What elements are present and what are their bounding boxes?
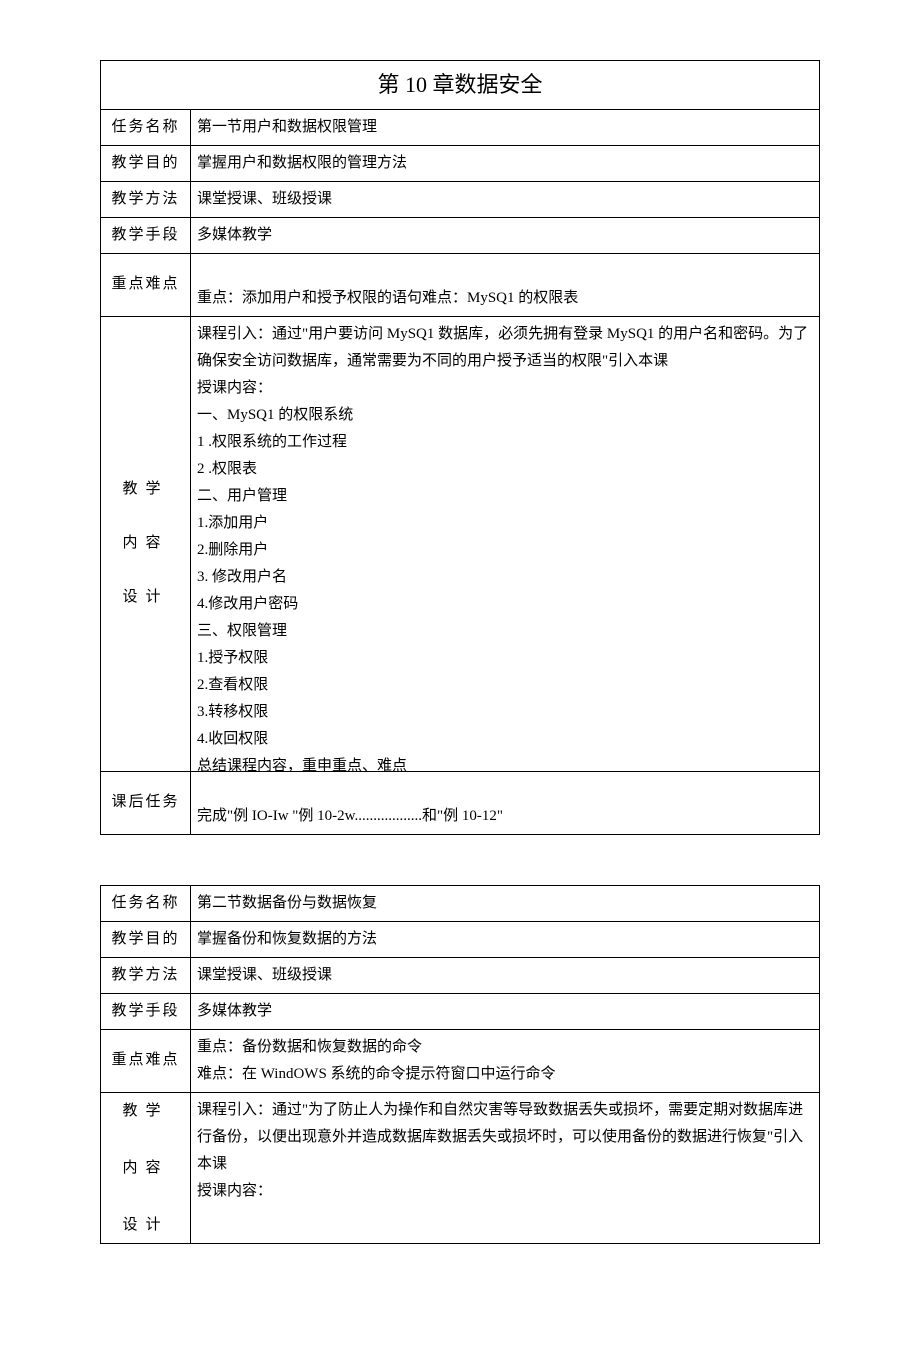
section-2-1: 1.添加用户 — [197, 510, 813, 537]
design-summary: 总结课程内容，重申重点、难点 — [197, 753, 813, 772]
purpose-value: 掌握用户和数据权限的管理方法 — [191, 145, 820, 181]
section-2-3: 3. 修改用户名 — [197, 564, 813, 591]
focus-line-2: 难点：在 WindOWS 系统的命令提示符窗口中运行命令 — [197, 1066, 556, 1082]
homework-label: 课后任务 — [101, 771, 191, 834]
section-3-3: 3.转移权限 — [197, 699, 813, 726]
design-content: 课程引入：通过"用户要访问 MySQ1 数据库，必须先拥有登录 MySQ1 的用… — [191, 316, 820, 771]
focus-text: 重点：添加用户和授予权限的语句难点：MySQ1 的权限表 — [197, 290, 578, 306]
focus-label-2: 重点难点 — [101, 1029, 191, 1092]
means-value: 多媒体教学 — [191, 217, 820, 253]
purpose-label: 教学目的 — [101, 145, 191, 181]
task-name-label-2: 任务名称 — [101, 885, 191, 921]
task-name-label: 任务名称 — [101, 109, 191, 145]
section-1-2: 2 .权限表 — [197, 456, 813, 483]
section-3: 三、权限管理 — [197, 618, 813, 645]
focus-label: 重点难点 — [101, 253, 191, 316]
design-label-2: 教学 内容 设计 — [101, 1092, 191, 1244]
means-label: 教学手段 — [101, 217, 191, 253]
focus-value-2: 重点：备份数据和恢复数据的命令 难点：在 WindOWS 系统的命令提示符窗口中… — [191, 1029, 820, 1092]
design-label-line-1: 教学 — [122, 481, 168, 497]
method-value: 课堂授课、班级授课 — [191, 181, 820, 217]
means-label-2: 教学手段 — [101, 993, 191, 1029]
section-2-2: 2.删除用户 — [197, 537, 813, 564]
section-1: 一、MySQ1 的权限系统 — [197, 402, 813, 429]
design-intro-2: 课程引入：通过"为了防止人为操作和自然灾害等导致数据丢失或损坏，需要定期对数据库… — [197, 1097, 813, 1178]
homework-text: 完成"例 IO-Iw "例 10-2w..................和"例… — [197, 808, 503, 824]
chapter-title: 第 10 章数据安全 — [101, 61, 820, 110]
section-3-4: 4.收回权限 — [197, 726, 813, 753]
design-content-2: 课程引入：通过"为了防止人为操作和自然灾害等导致数据丢失或损坏，需要定期对数据库… — [191, 1092, 820, 1244]
purpose-label-2: 教学目的 — [101, 921, 191, 957]
design-label: 教学 内容 设计 — [101, 316, 191, 771]
task-name-value: 第一节用户和数据权限管理 — [191, 109, 820, 145]
focus-line-1: 重点：备份数据和恢复数据的命令 — [197, 1039, 422, 1055]
lesson-plan-table-2: 任务名称 第二节数据备份与数据恢复 教学目的 掌握备份和恢复数据的方法 教学方法… — [100, 885, 820, 1245]
task-name-value-2: 第二节数据备份与数据恢复 — [191, 885, 820, 921]
purpose-value-2: 掌握备份和恢复数据的方法 — [191, 921, 820, 957]
method-label-2: 教学方法 — [101, 957, 191, 993]
section-3-2: 2.查看权限 — [197, 672, 813, 699]
design-heading: 授课内容： — [197, 375, 813, 402]
focus-value: 重点：添加用户和授予权限的语句难点：MySQ1 的权限表 — [191, 253, 820, 316]
method-value-2: 课堂授课、班级授课 — [191, 957, 820, 993]
design-label-2-line-3: 设计 — [122, 1217, 168, 1233]
design-intro: 课程引入：通过"用户要访问 MySQ1 数据库，必须先拥有登录 MySQ1 的用… — [197, 321, 813, 375]
design-label-line-3: 设计 — [122, 589, 168, 605]
design-label-line-2: 内容 — [122, 535, 168, 551]
section-3-1: 1.授予权限 — [197, 645, 813, 672]
section-1-1: 1 .权限系统的工作过程 — [197, 429, 813, 456]
lesson-plan-table-1: 第 10 章数据安全 任务名称 第一节用户和数据权限管理 教学目的 掌握用户和数… — [100, 60, 820, 835]
design-label-2-line-1: 教学 — [122, 1103, 168, 1119]
method-label: 教学方法 — [101, 181, 191, 217]
section-2: 二、用户管理 — [197, 483, 813, 510]
design-heading-2: 授课内容： — [197, 1178, 813, 1205]
means-value-2: 多媒体教学 — [191, 993, 820, 1029]
homework-value: 完成"例 IO-Iw "例 10-2w..................和"例… — [191, 771, 820, 834]
design-label-2-line-2: 内容 — [122, 1160, 168, 1176]
section-2-4: 4.修改用户密码 — [197, 591, 813, 618]
